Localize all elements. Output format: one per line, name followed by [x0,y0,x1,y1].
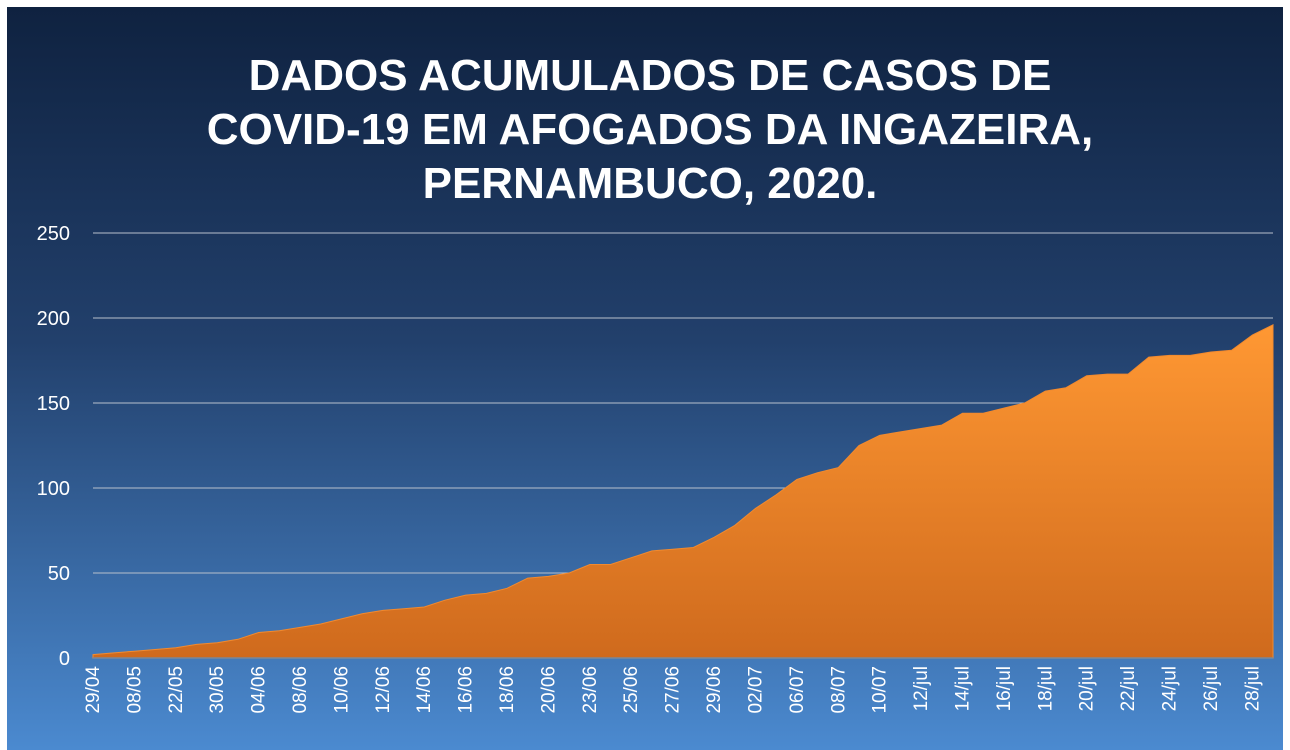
chart-title: PERNAMBUCO, 2020. [423,159,878,208]
x-tick-label: 02/07 [745,666,766,714]
y-tick-label: 200 [37,308,70,330]
x-tick-label: 29/04 [83,666,104,714]
x-tick-label: 24/jul [1159,666,1180,711]
x-tick-label: 08/07 [828,666,849,714]
x-tick-label: 29/06 [704,666,725,714]
x-tick-label: 18/jul [1035,666,1056,711]
x-tick-label: 20/06 [538,666,559,714]
x-tick-label: 14/jul [952,666,973,711]
x-tick-label: 23/06 [580,666,601,714]
x-tick-label: 26/jul [1201,666,1222,711]
x-tick-label: 14/06 [414,666,435,714]
y-tick-label: 150 [37,393,70,415]
x-tick-label: 22/05 [166,666,187,714]
x-tick-label: 12/jul [911,666,932,711]
y-tick-label: 250 [37,223,70,245]
x-tick-label: 30/05 [207,666,228,714]
x-tick-label: 04/06 [249,666,270,714]
x-tick-label: 18/06 [497,666,518,714]
x-tick-label: 28/jul [1242,666,1263,711]
x-tick-label: 16/jul [994,666,1015,711]
x-tick-label: 16/06 [456,666,477,714]
x-tick-label: 12/06 [373,666,394,714]
x-tick-label: 06/07 [787,666,808,714]
y-tick-label: 100 [37,478,70,500]
x-tick-label: 22/jul [1118,666,1139,711]
chart-title: DADOS ACUMULADOS DE CASOS DE [249,51,1052,100]
x-tick-label: 27/06 [663,666,684,714]
x-tick-label: 10/07 [870,666,891,714]
y-tick-label: 0 [59,648,70,670]
x-tick-label: 08/05 [124,666,145,714]
x-tick-label: 20/jul [1077,666,1098,711]
x-tick-label: 25/06 [621,666,642,714]
y-tick-label: 50 [48,563,70,585]
x-tick-label: 10/06 [331,666,352,714]
x-tick-label: 08/06 [290,666,311,714]
chart-title: COVID-19 EM AFOGADOS DA INGAZEIRA, [207,105,1094,154]
area [92,323,1274,659]
